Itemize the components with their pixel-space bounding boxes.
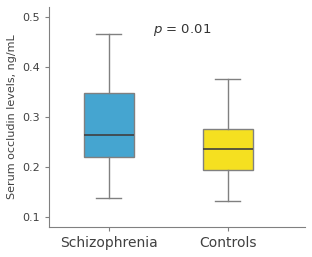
Y-axis label: Serum occludin levels, ng/mL: Serum occludin levels, ng/mL: [7, 35, 17, 199]
PathPatch shape: [203, 130, 253, 170]
PathPatch shape: [84, 94, 134, 157]
Text: $\it{p}$ = 0.01: $\it{p}$ = 0.01: [154, 22, 212, 39]
